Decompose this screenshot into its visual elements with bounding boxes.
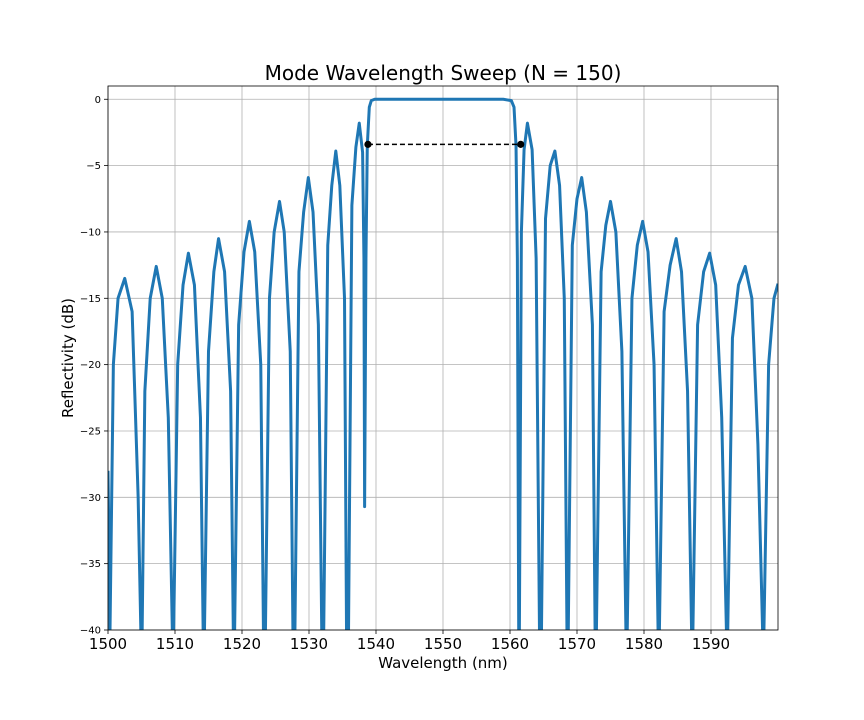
y-tick-label: −5 (86, 161, 101, 172)
x-tick-label: 1520 (223, 635, 261, 653)
y-axis: 0 −5 −10 −15 −20 −25 −30 −35 −40 (80, 95, 108, 637)
bandwidth-marker (517, 140, 525, 148)
x-axis-label: Wavelength (nm) (378, 654, 508, 672)
x-tick-label: 1530 (290, 635, 328, 653)
y-tick-label: −35 (80, 559, 101, 570)
y-axis-label: Reflectivity (dB) (59, 298, 77, 418)
y-tick-label: −25 (80, 426, 101, 437)
x-axis: 1500 1510 1520 1530 1540 1550 1560 1570 1580 1590 (89, 630, 730, 653)
x-tick-label: 1570 (558, 635, 596, 653)
y-tick-label: −40 (80, 626, 101, 637)
series-layer (108, 97, 778, 630)
x-tick-label: 1500 (89, 635, 127, 653)
chart-title: Mode Wavelength Sweep (N = 150) (265, 61, 622, 85)
x-tick-label: 1550 (424, 635, 462, 653)
x-tick-label: 1540 (357, 635, 395, 653)
y-tick-label: 0 (95, 95, 101, 106)
series-line-0 (108, 97, 778, 630)
x-tick-label: 1560 (491, 635, 529, 653)
bandwidth-marker (364, 140, 372, 148)
x-tick-label: 1590 (692, 635, 730, 653)
y-tick-label: −20 (80, 360, 101, 371)
y-tick-label: −30 (80, 493, 101, 504)
y-tick-label: −10 (80, 227, 101, 238)
x-tick-label: 1510 (156, 635, 194, 653)
annotation-layer (364, 140, 525, 148)
y-tick-label: −15 (80, 294, 101, 305)
x-tick-label: 1580 (625, 635, 663, 653)
